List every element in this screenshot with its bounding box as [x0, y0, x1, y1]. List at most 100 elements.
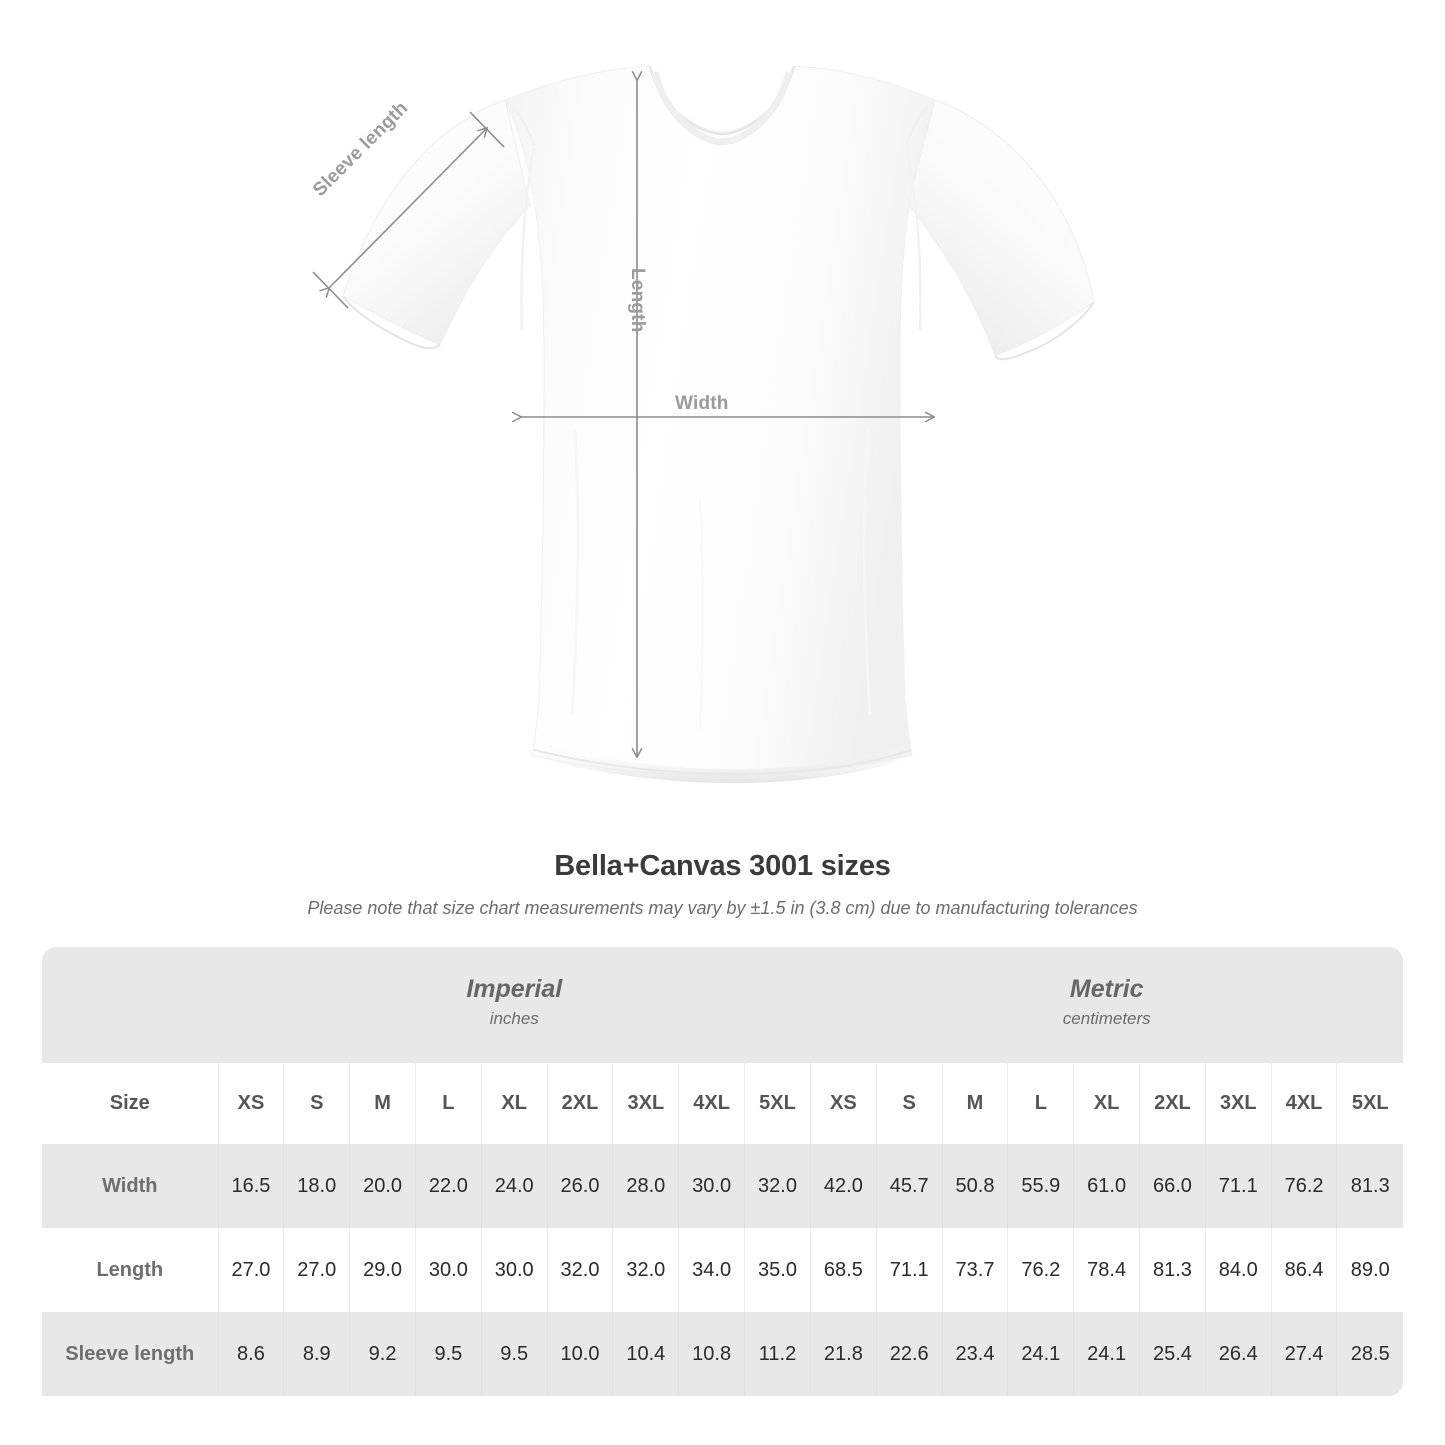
right-sleeve — [907, 99, 1095, 357]
measurement-cell: 9.2 — [349, 1312, 416, 1396]
table-row: Sleeve length 8.6 8.9 9.2 9.5 9.5 10.0 10.4 10.8… — [42, 1312, 1403, 1396]
measurement-cell: 81.3 — [1336, 1144, 1403, 1228]
row-label: Length — [42, 1228, 219, 1312]
left-cuff — [342, 295, 441, 350]
measurement-cell: 27.0 — [217, 1228, 284, 1312]
length-label: Length — [627, 268, 648, 333]
measurement-cell: 24.1 — [1073, 1312, 1140, 1396]
size-column-header: L — [1007, 1063, 1074, 1144]
measurement-cell: 30.0 — [678, 1144, 745, 1228]
unit-banner-row: Imperial inches Metric centimeters — [42, 947, 1403, 1063]
measurement-cell: 30.0 — [414, 1228, 482, 1312]
measurement-cell: 8.6 — [217, 1312, 284, 1396]
table-row: Width 16.5 18.0 20.0 22.0 24.0 26.0 28.0 30.0 32.… — [42, 1144, 1403, 1228]
size-column-header: XL — [480, 1063, 548, 1144]
measurement-cell: 28.0 — [612, 1144, 679, 1228]
size-chart-table: Imperial inches Metric centimeters Size XS S M L… — [42, 947, 1403, 1396]
measurement-cell: 24.1 — [1007, 1312, 1074, 1396]
size-column-header: 3XL — [612, 1063, 679, 1144]
measurement-cell: 73.7 — [941, 1228, 1008, 1312]
sleeve-arrow — [319, 126, 489, 298]
measurement-cell: 10.4 — [612, 1312, 679, 1396]
shirt-body — [504, 65, 936, 776]
size-column-header: XS — [809, 1063, 877, 1144]
measurement-cell: 78.4 — [1073, 1228, 1140, 1312]
size-column-header: XS — [217, 1063, 284, 1144]
measurement-cell: 66.0 — [1139, 1144, 1206, 1228]
tshirt-diagram: Sleeve length Length Width — [309, 65, 1095, 784]
unit-group-imperial: Imperial inches — [218, 947, 811, 1063]
page-title: Bella+Canvas 3001 sizes — [554, 850, 891, 882]
measurement-cell: 10.0 — [546, 1312, 613, 1396]
measurement-cell: 76.2 — [1270, 1144, 1337, 1228]
unit-name-label: centimeters — [1062, 1009, 1151, 1029]
width-label: Width — [675, 393, 729, 414]
collar-rib — [651, 71, 793, 146]
tolerance-note: Please note that size chart measurements… — [307, 898, 1138, 918]
measurement-cell: 86.4 — [1270, 1228, 1337, 1312]
size-column-header: M — [941, 1063, 1008, 1144]
measurement-cell: 50.8 — [941, 1144, 1008, 1228]
size-column-header: 2XL — [1139, 1063, 1206, 1144]
measurement-cell: 21.8 — [809, 1312, 877, 1396]
measurement-cell: 23.4 — [941, 1312, 1008, 1396]
measurement-cell: 29.0 — [349, 1228, 416, 1312]
shirt-silhouette — [342, 65, 1095, 784]
size-column-header: S — [283, 1063, 350, 1144]
measurement-cell: 22.0 — [414, 1144, 482, 1228]
hem-line — [533, 749, 912, 776]
size-column-header: 2XL — [546, 1063, 613, 1144]
size-column-header: 5XL — [744, 1063, 811, 1144]
measurement-cell: 45.7 — [875, 1144, 943, 1228]
size-header-row: Size XS S M L XL 2XL 3XL 4XL 5XL XS S M L XL 2XL 3XL 4XL 5… — [42, 1063, 1403, 1144]
tshirt-illustration — [312, 65, 1095, 784]
right-cuff — [994, 301, 1095, 361]
hem-shadow — [532, 742, 912, 784]
measurement-cell: 34.0 — [678, 1228, 745, 1312]
fold-center — [698, 499, 704, 731]
measurement-cell: 26.0 — [546, 1144, 613, 1228]
row-label: Sleeve length — [42, 1312, 219, 1396]
measurement-arrows — [312, 71, 936, 759]
size-column-header: L — [414, 1063, 482, 1144]
measurement-cell: 42.0 — [809, 1144, 877, 1228]
measurement-cell: 81.3 — [1139, 1228, 1206, 1312]
measurement-cell: 27.0 — [283, 1228, 350, 1312]
row-label: Width — [42, 1144, 219, 1228]
measurement-cell: 55.9 — [1007, 1144, 1074, 1228]
measurement-cell: 27.4 — [1270, 1312, 1337, 1396]
size-column-header: XL — [1073, 1063, 1140, 1144]
size-column-header: 4XL — [1270, 1063, 1337, 1144]
measurement-cell: 76.2 — [1007, 1228, 1074, 1312]
measurement-cell: 71.1 — [1204, 1144, 1272, 1228]
table-row: Length 27.0 27.0 29.0 30.0 30.0 32.0 32.0 34.0 35… — [42, 1228, 1403, 1312]
left-armhole-seam — [520, 147, 536, 331]
size-column-header: S — [875, 1063, 943, 1144]
size-column-header: 3XL — [1204, 1063, 1272, 1144]
size-column-header: 4XL — [678, 1063, 745, 1144]
measurement-cell: 26.4 — [1204, 1312, 1272, 1396]
measurement-cell: 9.5 — [480, 1312, 548, 1396]
measurement-cell: 71.1 — [875, 1228, 943, 1312]
measurement-cell: 8.9 — [283, 1312, 350, 1396]
measurement-cell: 32.0 — [612, 1228, 679, 1312]
right-armhole-seam — [904, 147, 922, 331]
left-shoulder-seam — [504, 100, 535, 147]
measurement-cell: 22.6 — [875, 1312, 943, 1396]
sleeve-tick-end — [469, 111, 505, 148]
measurement-cell: 35.0 — [744, 1228, 811, 1312]
size-column-header: M — [349, 1063, 416, 1144]
measurement-cell: 30.0 — [480, 1228, 548, 1312]
fold-left — [570, 429, 580, 716]
measurement-cell: 24.0 — [480, 1144, 548, 1228]
measurement-cell: 20.0 — [349, 1144, 416, 1228]
measurement-cell: 84.0 — [1204, 1228, 1272, 1312]
banner-spacer — [42, 947, 219, 1063]
measurement-cell: 61.0 — [1073, 1144, 1140, 1228]
fold-right — [862, 429, 872, 716]
measurement-cell: 32.0 — [744, 1144, 811, 1228]
row-header-size: Size — [42, 1063, 219, 1144]
measurement-cell: 25.4 — [1139, 1312, 1206, 1396]
unit-name-label: inches — [489, 1009, 539, 1029]
size-column-header: 5XL — [1336, 1063, 1403, 1144]
